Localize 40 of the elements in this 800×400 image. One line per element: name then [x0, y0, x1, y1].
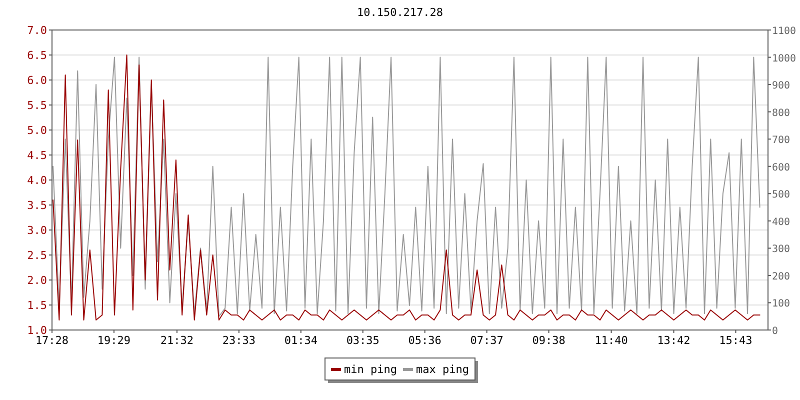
y2-tick-label: 400: [772, 216, 790, 228]
y2-tick-label: 600: [772, 162, 790, 174]
x-tick-label: 17:28: [35, 334, 69, 347]
y2-tick-label: 800: [772, 108, 790, 119]
y-tick-label: 5.5: [27, 99, 47, 112]
y-tick-label: 4.0: [27, 174, 47, 187]
y2-tick-label: 700: [772, 135, 790, 146]
x-tick-label: 07:37: [470, 334, 504, 347]
y2-tick-label: 1000: [772, 53, 796, 64]
y-tick-label: 3.5: [27, 199, 47, 212]
legend-label: max ping: [416, 363, 469, 376]
chart-title: 10.150.217.28: [356, 6, 444, 19]
y-tick-label: 7.0: [27, 24, 47, 37]
y2-tick-label: 900: [772, 80, 790, 92]
y2-tick-label: 0: [772, 326, 778, 337]
x-tick-label: 03:35: [346, 334, 380, 347]
y-tick-label: 1.0: [27, 324, 47, 337]
y2-tick-label: 500: [772, 190, 790, 201]
y-tick-label: 6.0: [27, 74, 47, 87]
x-tick-label: 11:40: [594, 334, 628, 347]
y-tick-label: 2.5: [27, 249, 47, 262]
y2-tick-label: 1100: [772, 26, 796, 37]
x-tick-label: 19:29: [97, 334, 131, 347]
x-tick-label: 09:38: [532, 334, 566, 347]
x-tick-label: 23:33: [222, 334, 256, 347]
y-tick-label: 3.0: [27, 224, 47, 237]
y-tick-label: 2.0: [27, 274, 47, 287]
x-tick-label: 05:36: [408, 334, 442, 347]
y2-tick-label: 100: [772, 298, 790, 310]
y2-tick-label: 300: [772, 244, 790, 256]
y2-tick-label: 200: [772, 271, 790, 282]
x-tick-label: 13:42: [657, 334, 690, 347]
x-tick-label: 15:43: [719, 334, 752, 347]
y-tick-label: 1.5: [27, 299, 47, 312]
legend-label: min ping: [344, 363, 397, 376]
y-tick-label: 4.5: [27, 149, 47, 162]
y-tick-label: 5.0: [27, 124, 47, 137]
y-tick-label: 6.5: [27, 49, 47, 62]
x-tick-label: 01:34: [284, 334, 318, 347]
x-tick-label: 21:32: [160, 334, 194, 347]
